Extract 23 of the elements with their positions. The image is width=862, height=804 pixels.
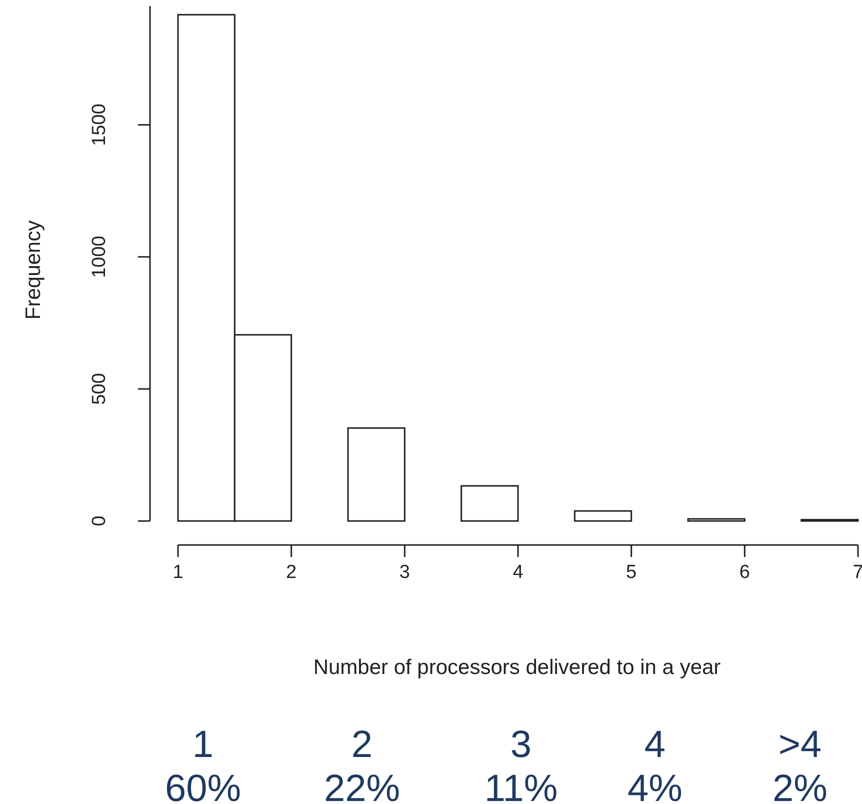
text: 11% [484,768,558,804]
y-tick-label: 0 [89,516,110,526]
x-tick-label: 7 [852,562,862,583]
text: 22% [324,768,400,804]
x-tick-label: 6 [739,562,750,583]
x-tick-label: 3 [399,562,410,583]
x-tick-label: 5 [626,562,637,583]
x-tick-label: 4 [512,562,524,583]
x-tick-label: 1 [172,562,184,583]
text: 2 [351,724,373,766]
y-tick-label: 1500 [89,104,110,146]
y-tick-label: 500 [89,373,110,405]
y-axis-title: Frequency [22,220,45,320]
y-tick-label: 1000 [89,236,110,278]
x-axis-title: Number of processors delivered to in a year [313,656,721,679]
text: 3 [510,724,532,766]
text: 2% [772,768,828,804]
text: 60% [164,768,242,804]
x-tick-label: 2 [286,562,297,583]
text: 4 [644,724,666,766]
text: >4 [778,724,822,766]
text: 1 [192,724,214,766]
text: 4% [628,768,682,804]
